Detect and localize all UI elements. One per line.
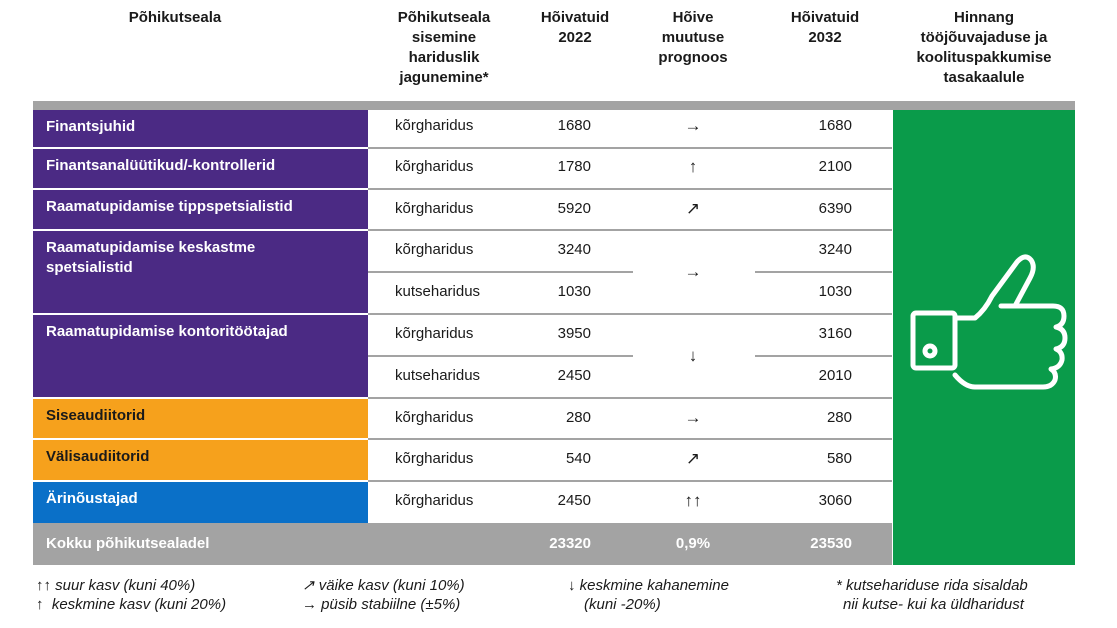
employed-2022: 1780 — [557, 158, 591, 175]
row-divider — [755, 355, 892, 357]
education-level: kõrgharidus — [395, 158, 474, 175]
employed-2022: 5920 — [557, 200, 591, 217]
education-level: kõrgharidus — [395, 492, 474, 509]
occupation-cell: Välisaudiitorid — [33, 440, 368, 480]
legend-medium-decrease-range: (kuni -20%) — [584, 596, 661, 613]
legend-stable: → püsib stabiilne (±5%) — [302, 596, 461, 613]
trend-up-icon: ↑ — [688, 157, 698, 176]
education-level: kõrgharidus — [395, 450, 474, 467]
education-level: kõrgharidus — [395, 200, 474, 217]
trend-big-up-icon: ↑↑ — [684, 491, 702, 510]
header-assessment: Hinnang tööjõuvajaduse ja koolituspakkumis… — [916, 9, 1052, 86]
occupation-cell: Ärinõustajad — [33, 482, 368, 523]
column-divider — [515, 110, 517, 523]
employed-2032: 3240 — [818, 241, 852, 258]
trend-small-up-icon: ↗ — [685, 199, 701, 218]
legend-medium-increase: ↑ keskmine kasv (kuni 20%) — [36, 596, 227, 613]
column-divider — [753, 110, 755, 523]
assessment-cell — [893, 110, 1075, 565]
legend-footnote: nii kutse- kui ka üldharidust — [843, 596, 1024, 613]
employed-2032: 6390 — [818, 200, 852, 217]
trend-stable-icon: → — [684, 116, 702, 135]
total-emp2032: 23530 — [810, 535, 852, 552]
row-divider — [368, 313, 892, 315]
occupation-cell: Siseaudiitorid — [33, 399, 368, 438]
education-level: kõrgharidus — [395, 409, 474, 426]
employed-2022: 280 — [565, 409, 591, 426]
row-divider — [368, 271, 633, 273]
education-level: kõrgharidus — [395, 117, 474, 134]
total-change: 0,9% — [675, 535, 711, 552]
header-emp2032: Hõivatuid 2032 — [790, 9, 860, 46]
total-row: Kokku põhikutsealadel 23320 0,9% 23530 — [33, 523, 892, 565]
header-occupation: Põhikutseala — [128, 9, 222, 26]
trend-stable-icon: → — [684, 408, 702, 427]
employed-2022: 1680 — [557, 117, 591, 134]
legend-small-increase: ↗ väike kasv (kuni 10%) — [302, 577, 465, 594]
total-emp2022: 23320 — [549, 535, 591, 552]
trend-down-icon: ↓ — [688, 346, 698, 365]
employed-2022: 2450 — [557, 367, 591, 384]
legend-medium-decrease: ↓ keskmine kahanemine — [568, 577, 729, 594]
row-divider — [368, 229, 892, 231]
employed-2032: 580 — [826, 450, 852, 467]
occupation-cell: Raamatupidamise kontoritöötajad — [33, 315, 368, 397]
row-divider — [368, 397, 892, 399]
education-level: kõrgharidus — [395, 325, 474, 342]
employed-2032: 2100 — [818, 158, 852, 175]
row-divider — [368, 438, 892, 440]
row-divider — [368, 147, 892, 149]
employed-2032: 1680 — [818, 117, 852, 134]
employed-2022: 3950 — [557, 325, 591, 342]
employed-2032: 3160 — [818, 325, 852, 342]
header-forecast: Hõive muutuse prognoos — [658, 9, 728, 66]
header-emp2022: Hõivatuid 2022 — [540, 9, 610, 46]
thumbs-up-icon — [910, 254, 1068, 390]
employed-2022: 1030 — [557, 283, 591, 300]
header-divider — [33, 101, 1075, 110]
total-label: Kokku põhikutsealadel — [46, 535, 210, 552]
header-education: Põhikutseala sisemine hariduslik jagunemine… — [397, 9, 491, 86]
employed-2032: 2010 — [818, 367, 852, 384]
employed-2032: 1030 — [818, 283, 852, 300]
employed-2022: 3240 — [557, 241, 591, 258]
employed-2022: 2450 — [557, 492, 591, 509]
employed-2032: 280 — [826, 409, 852, 426]
legend-footnote: * kutsehariduse rida sisaldab — [836, 577, 1028, 594]
trend-stable-icon: → — [684, 262, 702, 281]
row-divider — [368, 480, 892, 482]
occupation-cell: Finantsanalüütikud/-kontrollerid — [33, 149, 368, 188]
trend-small-up-icon: ↗ — [685, 449, 701, 468]
education-level: kõrgharidus — [395, 241, 474, 258]
occupation-cell: Raamatupidamise tippspetsialistid — [33, 190, 368, 229]
row-divider — [755, 271, 892, 273]
column-divider — [631, 110, 633, 523]
employed-2022: 540 — [565, 450, 591, 467]
occupation-cell: Finantsjuhid — [33, 110, 368, 147]
legend-big-increase: ↑↑ suur kasv (kuni 40%) — [36, 577, 196, 594]
row-divider — [368, 355, 633, 357]
occupation-cell: Raamatupidamise keskastme spetsialistid — [33, 231, 368, 313]
employed-2032: 3060 — [818, 492, 852, 509]
education-level: kutseharidus — [395, 367, 481, 384]
education-level: kutseharidus — [395, 283, 481, 300]
row-divider — [368, 188, 892, 190]
